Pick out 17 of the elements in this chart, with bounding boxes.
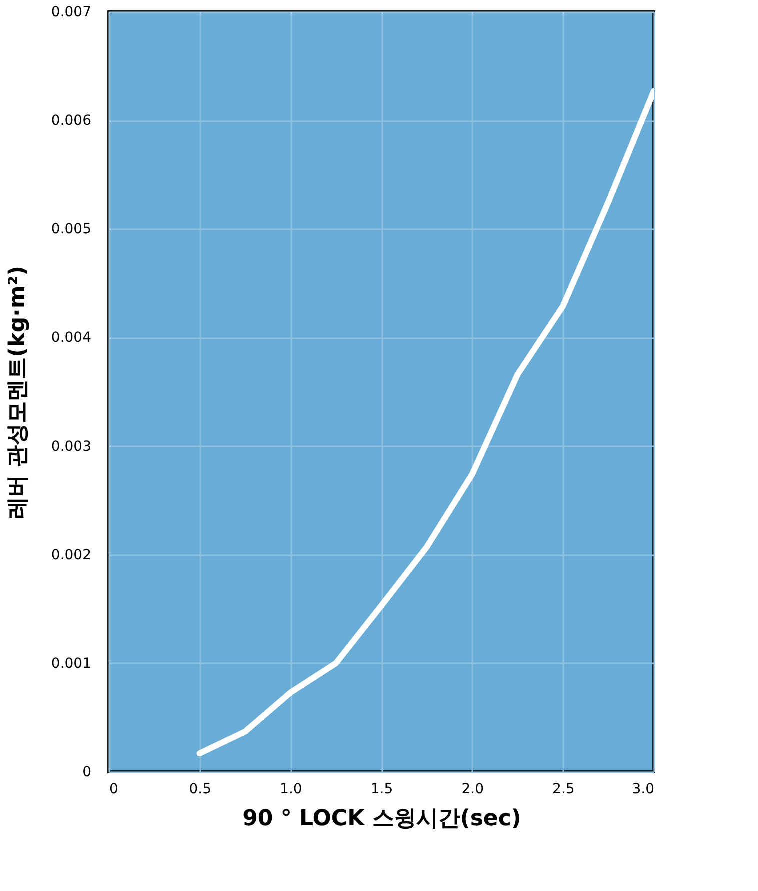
y-axis-title: 레버 관성모멘트(kg·m²) bbox=[5, 266, 30, 520]
y-tick-label: 0.007 bbox=[51, 4, 92, 20]
y-tick-label: 0.001 bbox=[51, 656, 92, 672]
x-tick-label: 1.0 bbox=[280, 782, 302, 798]
x-tick-label: 0.5 bbox=[189, 782, 212, 798]
x-axis-title: 90 ° LOCK 스윙시간(sec) bbox=[242, 806, 522, 832]
y-tick-label: 0.006 bbox=[51, 113, 92, 130]
x-tick-label: 3.0 bbox=[632, 782, 654, 798]
x-tick-label: 1.5 bbox=[370, 782, 394, 798]
x-tick-label: 2.5 bbox=[552, 782, 575, 798]
y-tick-label: 0.004 bbox=[51, 330, 92, 346]
y-tick-label: 0.002 bbox=[51, 547, 92, 564]
x-tick-label: 0 bbox=[110, 782, 118, 798]
y-tick-label: 0.003 bbox=[51, 438, 92, 455]
y-tick-label: 0 bbox=[82, 764, 92, 780]
x-tick-label: 2.0 bbox=[462, 782, 484, 798]
y-tick-label: 0.005 bbox=[51, 222, 92, 238]
